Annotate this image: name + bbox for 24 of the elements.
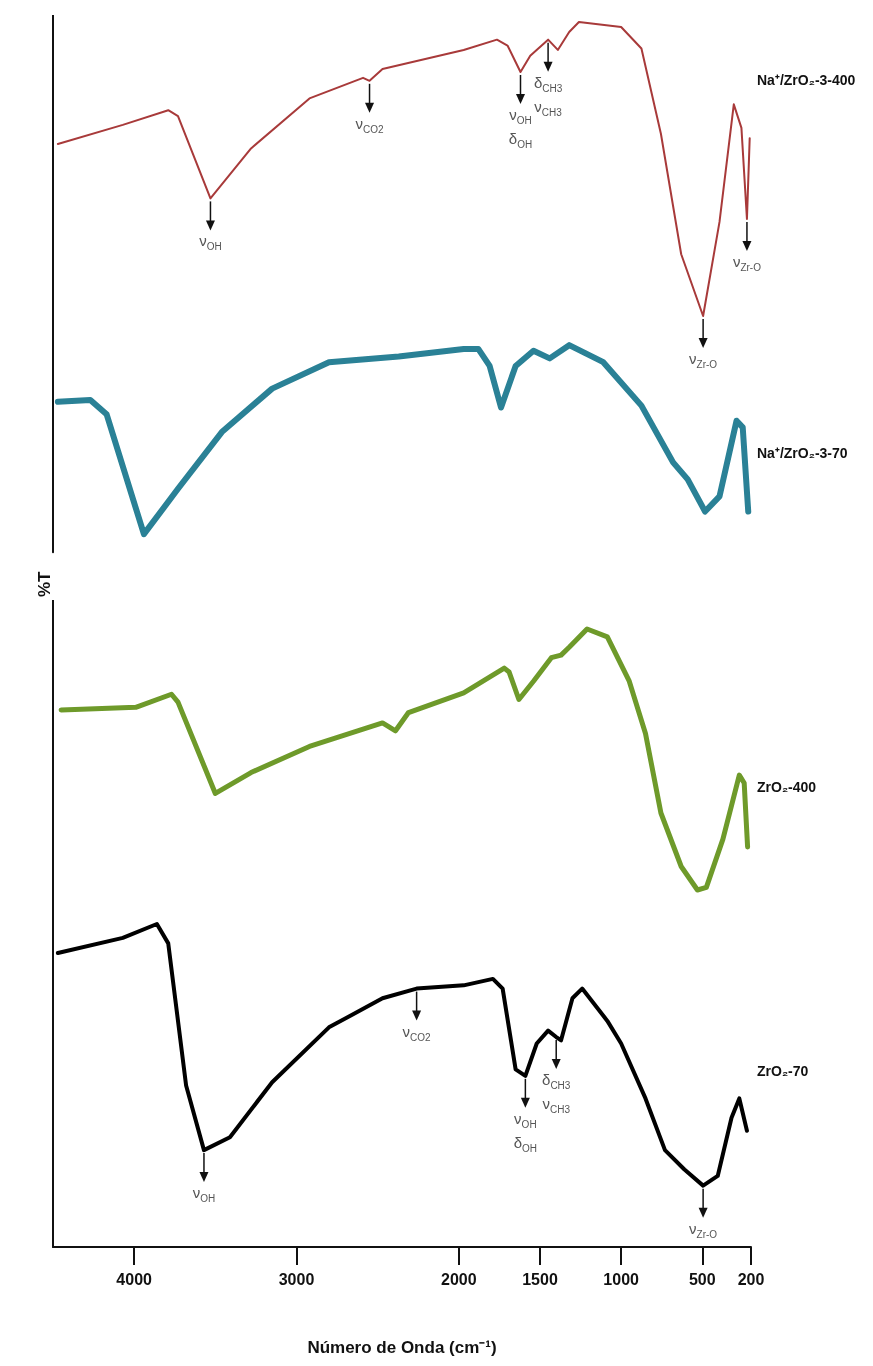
series-label: ZrO₂-400 — [757, 778, 817, 795]
annotation: δ$_{CH3}$ ν$_{CH3}$ — [542, 1071, 571, 1118]
annotation: ν$_{OH}$ — [192, 1184, 216, 1207]
x-tick-label: 500 — [688, 1270, 716, 1288]
text: Na⁺/ZrO₂-3-400 — [757, 71, 856, 90]
annotation: ν$_{CO2}$ — [355, 114, 384, 137]
series-label: ZrO₂-70 — [757, 1062, 809, 1079]
x-tick-label: 4000 — [116, 1270, 153, 1288]
annotation: δ$_{CH3}$ ν$_{CH3}$ — [533, 73, 563, 120]
annotation: ν$_{Zr-O}$ — [732, 252, 761, 275]
series-label: Na⁺/ZrO₂-3-70 — [757, 444, 848, 463]
annotation: ν$_{OH}$ δ$_{OH}$ — [508, 105, 533, 152]
x-axis-title: Número de Onda (cm⁻¹) — [307, 1338, 497, 1357]
annotation: ν$_{OH}$ δ$_{OH}$ — [513, 1109, 538, 1156]
x-tick-label: 3000 — [278, 1270, 315, 1288]
y-axis-title: %T — [35, 570, 54, 597]
x-tick-label: 1500 — [522, 1270, 558, 1288]
x-tick-label: 1000 — [603, 1270, 640, 1288]
x-tick-label: 200 — [737, 1270, 765, 1288]
annotation: ν$_{OH}$ — [199, 232, 222, 255]
x-tick-label: 2000 — [441, 1270, 477, 1288]
annotation: ν$_{Zr-O}$ — [689, 350, 718, 372]
annotation: ν$_{Zr-O}$ — [689, 1219, 718, 1242]
annotation: ν$_{CO2}$ — [402, 1022, 431, 1045]
